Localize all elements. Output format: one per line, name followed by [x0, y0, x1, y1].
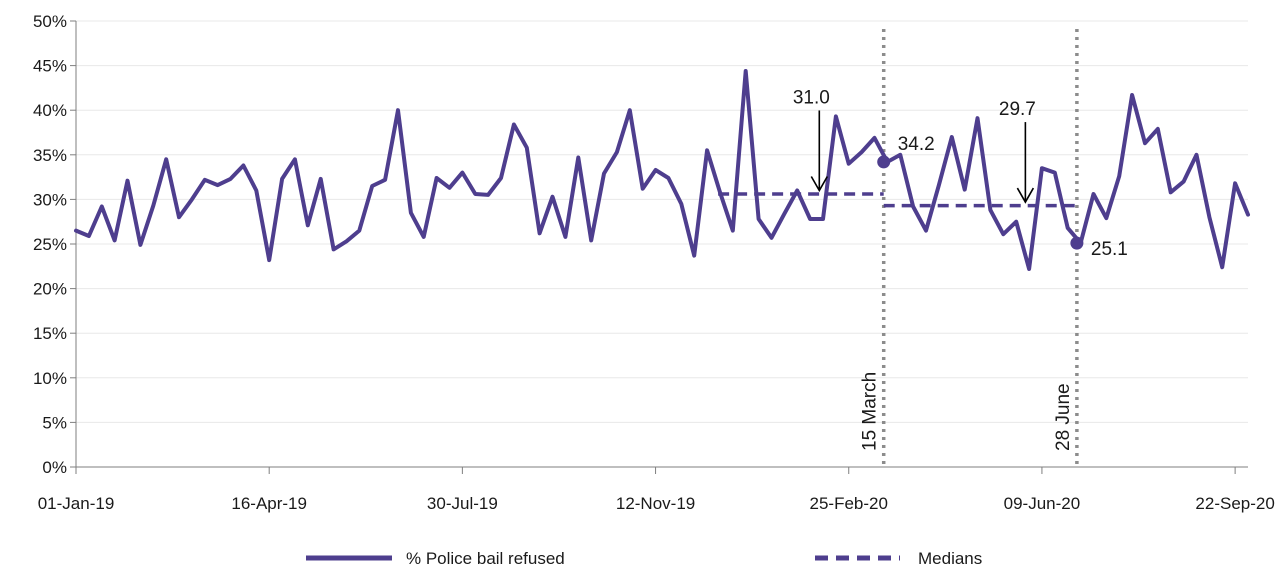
x-tick-label: 01-Jan-19 — [38, 494, 115, 513]
annotation-label: 29.7 — [999, 99, 1036, 120]
x-tick-label: 09-Jun-20 — [1004, 494, 1081, 513]
axes: 0% 5% 10% 15% 20% 25% 30% 35% 40% 45% 50% 01-Jan-19… — [33, 12, 1275, 513]
annotation-point — [877, 155, 891, 169]
x-tick-label: 22-Sep-20 — [1195, 494, 1274, 513]
y-tick-label: 5% — [42, 413, 67, 432]
y-tick-label: 15% — [33, 324, 67, 343]
annotation-label: 25.1 — [1091, 239, 1128, 260]
y-tick-label: 30% — [33, 190, 67, 209]
legend-label: Medians — [918, 549, 982, 568]
y-tick-label: 50% — [33, 12, 67, 31]
y-tick-label: 40% — [33, 101, 67, 120]
annotation-label: 34.2 — [898, 134, 935, 155]
legend-label: % Police bail refused — [406, 549, 565, 568]
y-tick-label: 25% — [33, 235, 67, 254]
y-tick-label: 45% — [33, 57, 67, 76]
event-label: 28 June — [1053, 383, 1074, 451]
x-tick-label: 25-Feb-20 — [810, 494, 888, 513]
y-tick-label: 35% — [33, 146, 67, 165]
x-tick-label: 16-Apr-19 — [231, 494, 307, 513]
annotations: 31.0 29.7 34.2 25.1 — [793, 87, 1128, 260]
event-label: 15 March — [860, 372, 881, 451]
event-lines: 15 March 28 June — [860, 29, 1079, 467]
annotation-arrowhead — [1016, 187, 1035, 204]
annotation-point — [1070, 236, 1084, 250]
series — [74, 69, 1250, 271]
legend: % Police bail refused Medians — [306, 549, 982, 568]
y-tick-label: 10% — [33, 369, 67, 388]
annotation-label: 31.0 — [793, 87, 830, 108]
grid-lines — [76, 20, 1248, 423]
annotation-arrowhead — [810, 176, 829, 193]
x-tick-label: 12-Nov-19 — [616, 494, 695, 513]
x-tick-label: 30-Jul-19 — [427, 494, 498, 513]
series-line-police-bail-refused — [74, 69, 1250, 271]
y-tick-label: 0% — [42, 458, 67, 477]
y-tick-label: 20% — [33, 280, 67, 299]
